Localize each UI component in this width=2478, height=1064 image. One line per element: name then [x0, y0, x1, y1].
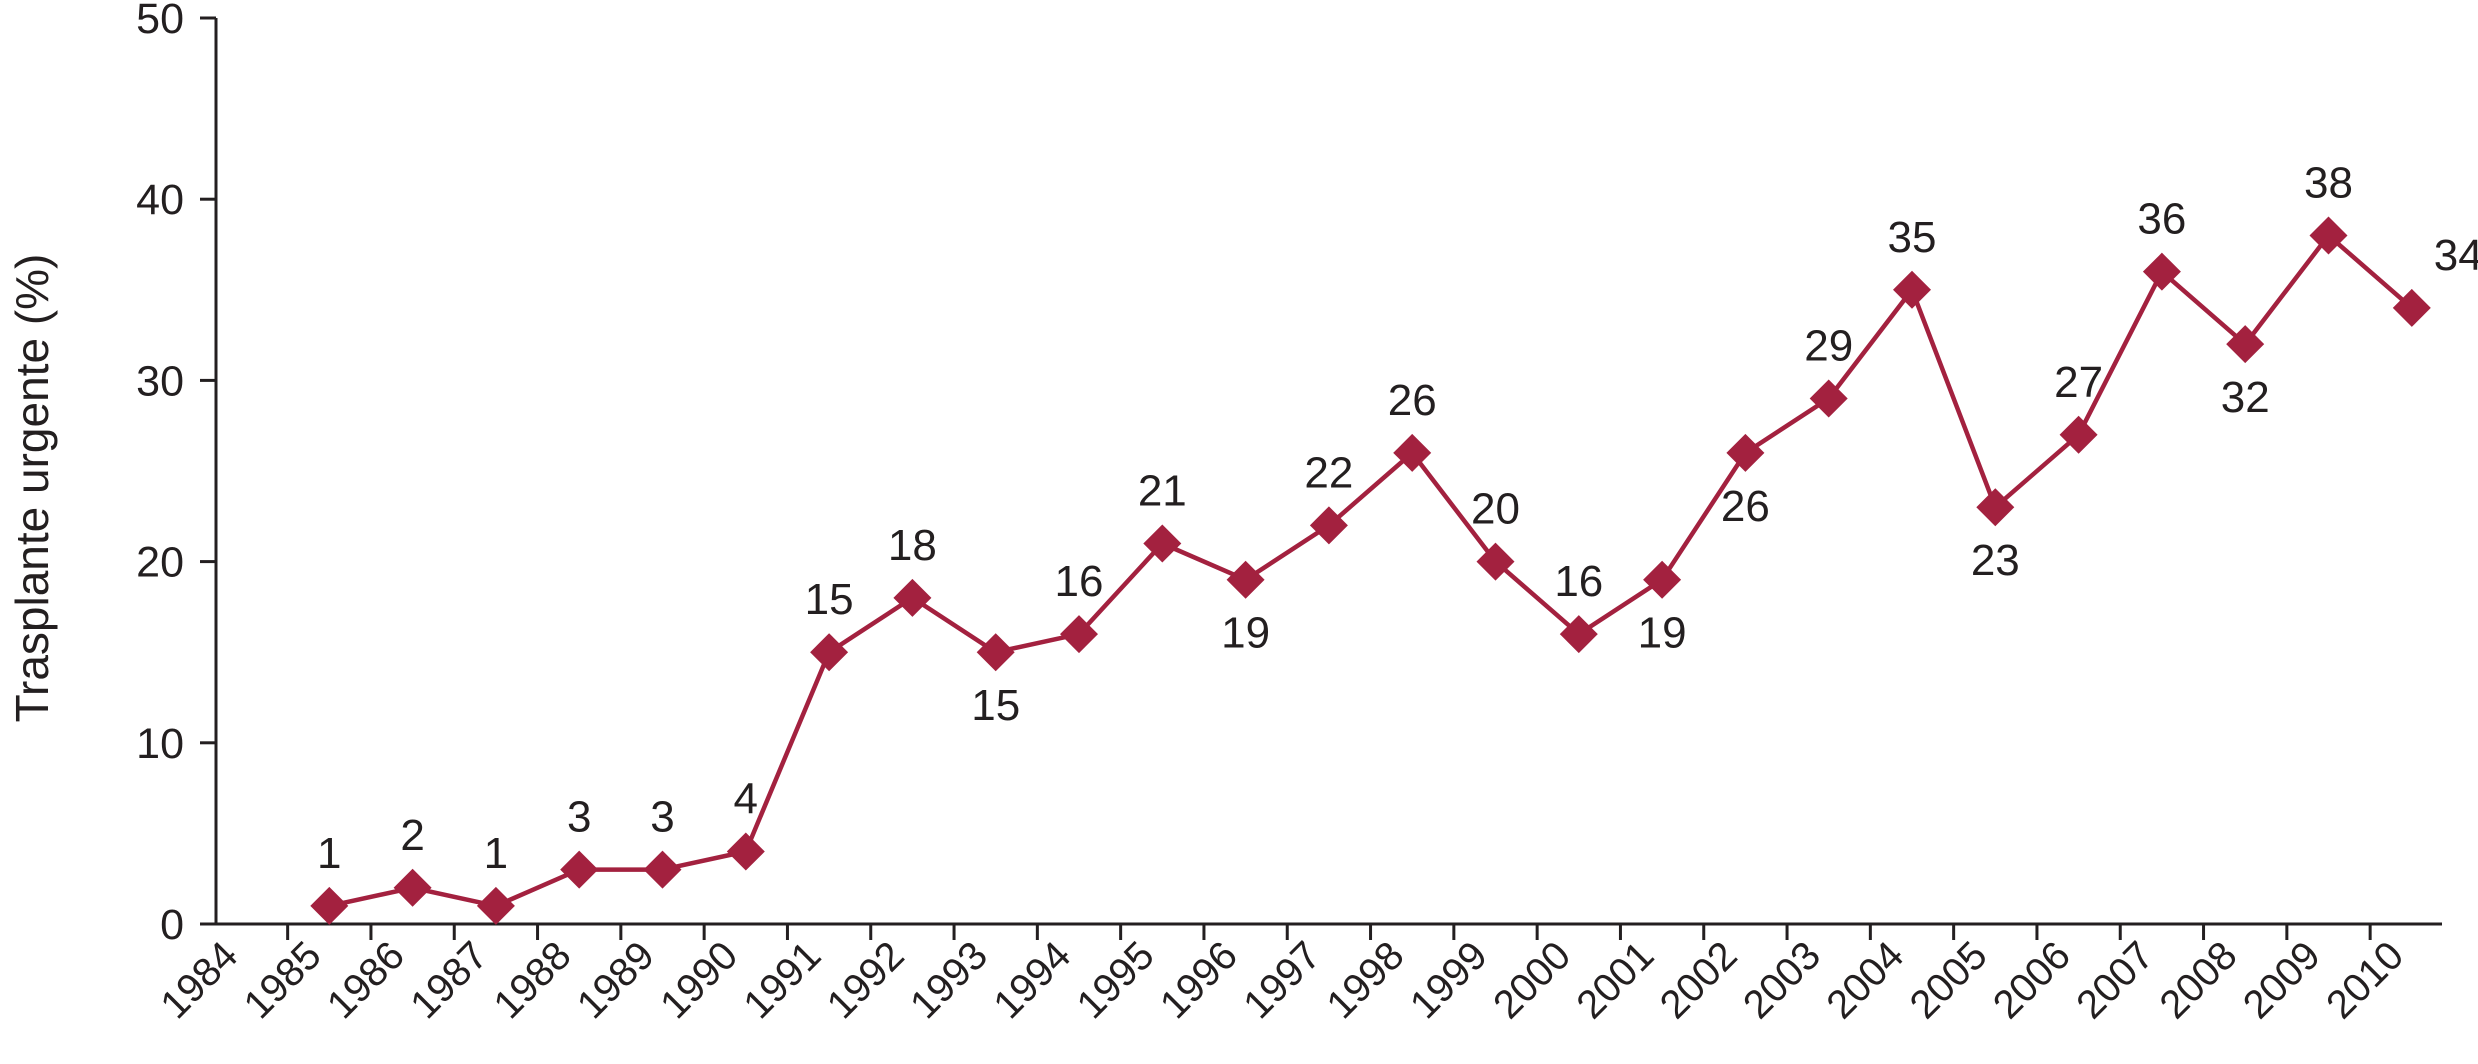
data-point-marker [476, 886, 515, 925]
data-point-marker [2226, 325, 2265, 364]
data-label: 4 [734, 775, 758, 824]
data-label: 16 [1554, 557, 1603, 606]
data-label: 3 [567, 793, 591, 842]
data-label: 23 [1971, 536, 2020, 585]
data-point-marker [310, 886, 349, 925]
x-tick-label: 2000 [1485, 933, 1579, 1027]
data-label: 2 [400, 811, 424, 860]
x-tick-label: 1994 [985, 933, 1079, 1027]
x-tick-label: 1990 [652, 933, 746, 1027]
data-point-marker [1893, 270, 1931, 309]
data-label: 29 [1804, 322, 1853, 371]
data-point-marker [893, 578, 932, 617]
x-tick-label: 2009 [2235, 933, 2329, 1027]
data-label: 27 [2054, 358, 2103, 407]
y-tick-label: 30 [136, 357, 184, 405]
data-label: 20 [1471, 485, 1520, 534]
y-tick-label: 40 [136, 176, 184, 224]
y-tick-label: 50 [136, 0, 184, 43]
series-line [328, 233, 2414, 909]
data-point-marker [726, 832, 765, 871]
y-tick-labels: 0 10 20 30 40 50 [136, 0, 184, 949]
y-tick-label: 10 [136, 720, 184, 768]
data-points [310, 216, 2431, 925]
data-label: 34 [2434, 231, 2478, 280]
data-label: 19 [1638, 609, 1687, 658]
data-point-marker [1559, 615, 1598, 654]
x-tick-label: 1996 [1152, 933, 1246, 1027]
data-point-marker [1643, 560, 1682, 599]
x-tick-label: 2001 [1568, 933, 1662, 1027]
data-label: 21 [1138, 466, 1187, 515]
data-point-marker [976, 633, 1015, 672]
x-tick-label: 1988 [486, 933, 580, 1027]
x-tick-label: 1987 [402, 933, 496, 1027]
data-labels: 1 2 13 3 41518151621192226201619262935232736… [317, 158, 2478, 877]
y-tick-label: 0 [160, 901, 184, 949]
data-label: 15 [971, 681, 1020, 730]
data-point-marker [1809, 379, 1848, 418]
data-label: 32 [2221, 373, 2270, 422]
data-point-marker [393, 868, 432, 907]
data-label: 26 [1388, 376, 1437, 425]
axes [200, 16, 2442, 940]
data-label: 19 [1221, 609, 1270, 658]
x-tick-label: 2005 [1902, 933, 1996, 1027]
x-tick-label: 1989 [569, 933, 663, 1027]
x-tick-label: 1995 [1069, 933, 1163, 1027]
x-tick-label: 2002 [1652, 933, 1746, 1027]
x-tick-label: 1986 [319, 933, 413, 1027]
data-label: 15 [805, 575, 854, 624]
data-point-marker [1976, 488, 2015, 527]
data-label: 1 [484, 829, 508, 878]
data-point-marker [1143, 524, 1182, 563]
x-tick-label: 2006 [1985, 933, 2079, 1027]
x-tick-label: 2008 [2152, 933, 2246, 1027]
x-tick-label: 1992 [819, 933, 913, 1027]
data-point-marker [1726, 433, 1765, 472]
x-tick-label: 1985 [236, 933, 330, 1027]
data-point-marker [1226, 560, 1265, 599]
data-point-marker [810, 633, 849, 672]
data-label: 26 [1721, 482, 1770, 531]
x-tick-label: 2010 [2318, 933, 2412, 1027]
data-point-marker [2392, 288, 2431, 327]
data-point-marker [1393, 433, 1432, 472]
series-line-group [328, 233, 2414, 909]
data-label: 16 [1055, 557, 1104, 606]
data-label: 35 [1888, 213, 1937, 262]
data-point-marker [2059, 415, 2098, 454]
data-point-marker [560, 850, 599, 889]
data-point-marker [1309, 506, 1348, 545]
data-label: 36 [2137, 195, 2186, 244]
data-label: 18 [888, 521, 937, 570]
x-tick-label: 1993 [902, 933, 996, 1027]
x-tick-label: 1991 [735, 933, 829, 1027]
data-label: 22 [1304, 448, 1353, 497]
x-tick-label: 2004 [1818, 933, 1912, 1027]
data-point-marker [2142, 252, 2181, 291]
data-point-marker [643, 850, 682, 889]
y-tick-label: 20 [136, 539, 184, 587]
x-tick-label: 1997 [1235, 933, 1329, 1027]
x-tick-label: 1999 [1402, 933, 1496, 1027]
data-label: 1 [317, 829, 341, 878]
data-point-marker [1060, 615, 1098, 654]
data-point-marker [1476, 542, 1515, 581]
x-tick-label: 2003 [1735, 933, 1829, 1027]
x-tick-label: 1998 [1319, 933, 1413, 1027]
y-axis-title: Trasplante urgente (%) [6, 254, 58, 723]
x-tick-labels: 1984198519861987198819891990199119921993… [152, 933, 2412, 1027]
data-label: 38 [2304, 158, 2353, 207]
data-label: 3 [650, 793, 674, 842]
data-point-marker [2309, 216, 2348, 255]
x-tick-label: 2007 [2068, 933, 2162, 1027]
